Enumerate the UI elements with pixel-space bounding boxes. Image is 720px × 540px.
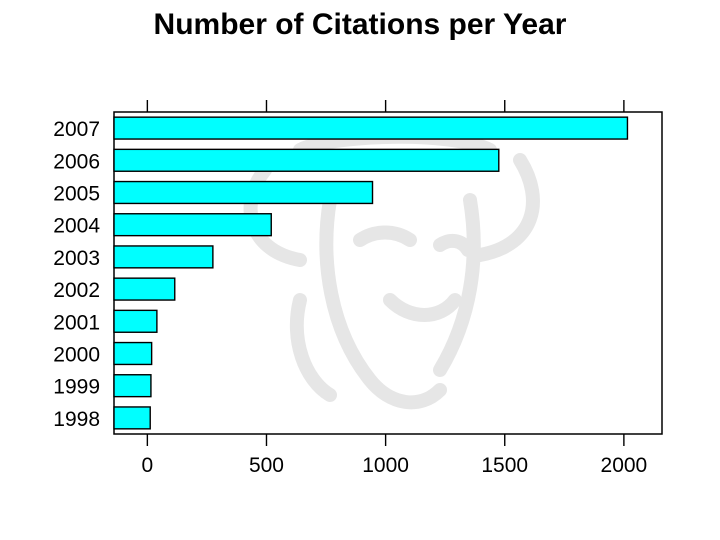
y-tick-label-2007: 2007: [53, 118, 100, 141]
bar-2004: [113, 213, 272, 237]
bar-2003: [113, 245, 214, 269]
bar-2001: [113, 309, 158, 333]
bar-2007: [113, 116, 629, 140]
chart-title: Number of Citations per Year: [153, 8, 567, 41]
x-tick-label-1000: 1000: [362, 454, 409, 477]
x-tick-label-1500: 1500: [481, 454, 528, 477]
y-tick-label-1999: 1999: [53, 376, 100, 399]
x-tick-label-500: 500: [249, 454, 284, 477]
gnu-head-icon: [243, 129, 540, 410]
y-tick-label-1998: 1998: [53, 408, 100, 431]
bar-2006: [113, 148, 500, 172]
bar-1998: [113, 406, 151, 430]
x-tick-label-2000: 2000: [601, 454, 648, 477]
y-tick-label-2005: 2005: [53, 183, 100, 206]
y-tick-label-2000: 2000: [53, 344, 100, 367]
x-tick-label-0: 0: [142, 454, 154, 477]
y-tick-label-2003: 2003: [53, 247, 100, 270]
y-tick-label-2001: 2001: [53, 311, 100, 334]
y-tick-label-2004: 2004: [53, 215, 100, 238]
bar-2000: [113, 341, 153, 366]
y-tick-label-2002: 2002: [53, 279, 100, 302]
bar-1999: [113, 374, 152, 398]
bar-2005: [113, 180, 374, 205]
y-tick-label-2006: 2006: [53, 150, 100, 173]
plot-panel-border: [113, 111, 663, 435]
bar-2002: [113, 277, 176, 301]
